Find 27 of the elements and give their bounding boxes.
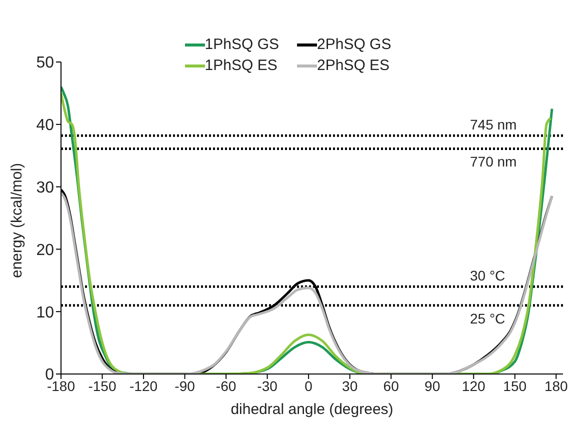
y-tick-label: 30: [36, 179, 54, 196]
x-tick-label: -60: [216, 378, 236, 394]
x-tick-label: 30: [342, 378, 358, 394]
x-tick-label: -90: [174, 378, 196, 394]
x-tick-label: -150: [88, 378, 116, 394]
legend-label: 1PhSQ ES: [204, 57, 278, 74]
x-tick-label: -120: [130, 378, 158, 394]
x-tick-label: 90: [424, 378, 440, 394]
legend-label: 2PhSQ GS: [317, 36, 392, 53]
y-tick-label: 50: [36, 54, 54, 72]
ref-line-label: 30 °C: [470, 268, 506, 284]
y-tick-label: 10: [36, 304, 54, 322]
legend-label: 2PhSQ ES: [317, 57, 390, 74]
ref-line-label: 25 °C: [470, 310, 506, 326]
legend-label: 1PhSQ GS: [204, 36, 279, 53]
x-axis-title: dihedral angle (degrees): [230, 401, 394, 418]
y-tick-label: 40: [36, 117, 54, 134]
x-tick-label: 0: [304, 378, 313, 394]
x-tick-label: 120: [462, 378, 486, 394]
y-tick-label: 20: [36, 242, 54, 259]
x-tick-label: 60: [383, 378, 400, 394]
x-tick-label: 180: [544, 378, 568, 394]
ref-line-label: 770 nm: [470, 154, 517, 170]
x-tick-label: 150: [503, 378, 527, 394]
y-axis-title: energy (kcal/mol): [8, 162, 26, 278]
ref-line-label: 745 nm: [470, 116, 517, 133]
x-tick-label: -30: [257, 378, 278, 394]
